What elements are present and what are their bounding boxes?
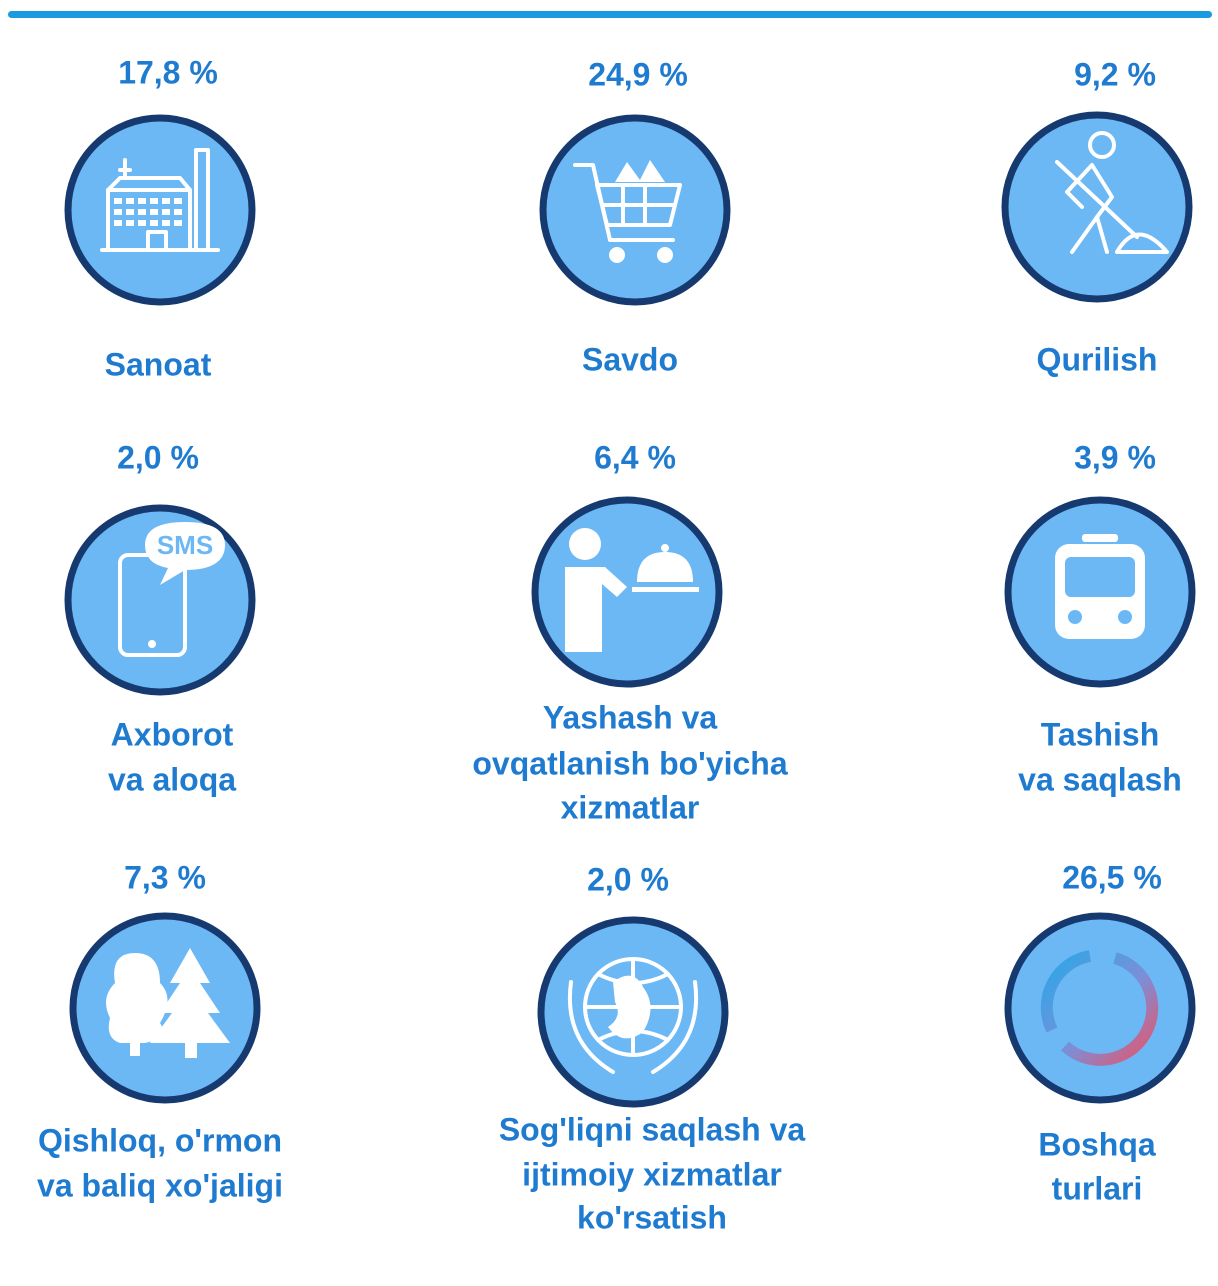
percent-label: 6,4 % bbox=[594, 439, 676, 475]
icon-wreath bbox=[568, 980, 698, 1074]
icon-head bbox=[569, 528, 601, 560]
icon bbox=[106, 948, 230, 1058]
item: 24,9 % Savdo bbox=[539, 56, 731, 377]
icon bbox=[568, 957, 698, 1074]
icon-text: SMS bbox=[157, 530, 213, 560]
percent-label: 7,3 % bbox=[124, 859, 206, 895]
icon-button bbox=[148, 640, 156, 648]
item-label: Axborot bbox=[111, 716, 234, 752]
icon-window bbox=[162, 220, 170, 226]
item-label: Qurilish bbox=[1037, 341, 1158, 377]
item: 6,4 % Yashash va ovqatlanish bo'yicha xizma… bbox=[472, 439, 787, 825]
item-label: va aloqa bbox=[108, 761, 236, 797]
item: 2,0 % Sog'liqni saqlash va ijtimoiy xizmat… bbox=[499, 861, 806, 1235]
icon-window bbox=[162, 198, 170, 204]
icon-window bbox=[114, 209, 122, 215]
item-label: xizmatlar bbox=[561, 789, 700, 825]
icon-knob bbox=[661, 544, 669, 552]
item-label: ovqatlanish bo'yicha bbox=[472, 745, 787, 781]
top-bar bbox=[8, 11, 1212, 18]
icon-circle bbox=[539, 114, 731, 306]
icon-window bbox=[150, 209, 158, 215]
icon-goods bbox=[615, 160, 665, 182]
item-label: Savdo bbox=[582, 341, 678, 377]
icon bbox=[573, 160, 682, 263]
icon bbox=[1055, 131, 1169, 254]
icon-top bbox=[1082, 534, 1118, 542]
icon-glass bbox=[1065, 557, 1135, 597]
item: 17,8 % Sanoat bbox=[64, 54, 256, 382]
icon bbox=[565, 528, 699, 652]
item-label: turlari bbox=[1052, 1170, 1143, 1206]
icon-window bbox=[114, 220, 122, 226]
icon-figure bbox=[608, 975, 651, 1039]
item-label: ijtimoiy xizmatlar bbox=[522, 1156, 782, 1192]
percent-label: 26,5 % bbox=[1062, 859, 1162, 895]
icon-circle bbox=[1004, 912, 1196, 1104]
item: 7,3 % Qishloq, o'rmon va baliq xo'jaligi bbox=[37, 859, 283, 1203]
percent-label: 2,0 % bbox=[587, 861, 669, 897]
icon-window bbox=[174, 198, 182, 204]
icon-factory bbox=[100, 148, 220, 252]
icon-window bbox=[114, 198, 122, 204]
icon-tree bbox=[106, 953, 168, 1056]
percent-label: 9,2 % bbox=[1074, 56, 1156, 92]
icon bbox=[100, 148, 220, 252]
icon bbox=[1040, 950, 1159, 1066]
icon-window bbox=[138, 209, 146, 215]
icon: SMS bbox=[118, 522, 225, 657]
icon-body bbox=[1055, 160, 1139, 254]
item: 26,5 % Boshqa turlari bbox=[1004, 859, 1196, 1206]
icon-wheel bbox=[657, 247, 673, 263]
icon bbox=[1055, 534, 1145, 639]
icon-window bbox=[138, 198, 146, 204]
item-label: Sog'liqni saqlash va bbox=[499, 1111, 806, 1147]
icon-light bbox=[1068, 610, 1082, 624]
percent-label: 17,8 % bbox=[118, 54, 218, 90]
icon-pine bbox=[150, 948, 230, 1058]
item-label: ko'rsatish bbox=[577, 1199, 727, 1235]
icon-circle bbox=[64, 114, 256, 306]
icon-pile bbox=[1115, 232, 1169, 254]
item: 9,2 % Qurilish bbox=[1001, 56, 1193, 377]
icon-window bbox=[126, 209, 134, 215]
item-label: Yashash va bbox=[543, 699, 718, 735]
icon-window bbox=[174, 220, 182, 226]
icon-bubble bbox=[145, 522, 225, 585]
icon-light bbox=[1118, 610, 1132, 624]
icon-window bbox=[150, 198, 158, 204]
icon-wheel bbox=[609, 247, 625, 263]
item-label: Sanoat bbox=[105, 346, 212, 382]
icon-window bbox=[138, 220, 146, 226]
percent-label: 3,9 % bbox=[1074, 439, 1156, 475]
icon-ring bbox=[1040, 950, 1159, 1066]
icon-window bbox=[126, 220, 134, 226]
item: 2,0 % SMS Axborot va aloqa bbox=[64, 439, 256, 797]
icon-basket bbox=[595, 183, 682, 227]
percent-label: 24,9 % bbox=[588, 56, 688, 92]
item-label: Tashish bbox=[1041, 716, 1160, 752]
icon-window bbox=[150, 220, 158, 226]
icon-window bbox=[162, 209, 170, 215]
item-label: Qishloq, o'rmon bbox=[38, 1122, 282, 1158]
icon-head bbox=[1088, 131, 1116, 159]
icon-cloche bbox=[632, 552, 699, 592]
item-label: va baliq xo'jaligi bbox=[37, 1167, 283, 1203]
icon-circle bbox=[1001, 111, 1193, 303]
item-label: Boshqa bbox=[1038, 1126, 1156, 1162]
percent-label: 2,0 % bbox=[117, 439, 199, 475]
item-label: va saqlash bbox=[1018, 761, 1182, 797]
icon-body bbox=[565, 567, 627, 652]
icon-window bbox=[126, 198, 134, 204]
item: 3,9 % Tashish va saqlash bbox=[1004, 439, 1196, 797]
icon-window bbox=[174, 209, 182, 215]
